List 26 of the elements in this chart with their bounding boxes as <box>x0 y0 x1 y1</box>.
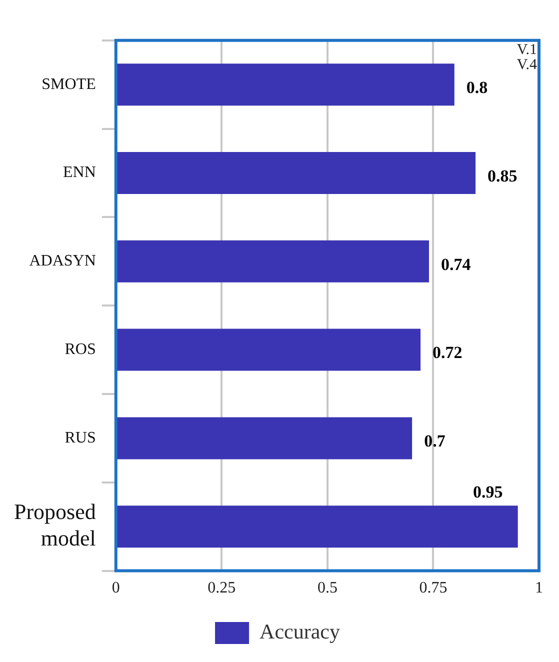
data-label: 0.8 <box>466 78 488 97</box>
x-tick-label: 0 <box>112 580 120 597</box>
y-tick-label: ADASYN <box>29 252 96 270</box>
bar <box>116 417 412 460</box>
bar <box>116 64 454 106</box>
annotation: V.1 <box>516 42 537 58</box>
x-tick-label: 0.5 <box>317 580 338 597</box>
data-label: 0.74 <box>440 254 472 274</box>
data-label: 0.95 <box>472 482 503 502</box>
x-tick-label: 0.75 <box>419 580 448 597</box>
data-label: 0.7 <box>424 432 446 451</box>
y-tick-label: Proposed model <box>14 499 96 551</box>
y-tick-label: ROS <box>64 341 96 358</box>
y-tick-label: SMOTE <box>42 76 96 93</box>
x-tick-label: 1 <box>535 580 543 597</box>
data-label: 0.85 <box>488 166 518 186</box>
legend-label: Accuracy <box>260 620 340 644</box>
data-label: 0.72 <box>432 343 462 362</box>
bar <box>116 506 518 548</box>
annotation: V.4 <box>516 56 538 73</box>
bar <box>116 328 421 371</box>
y-tick-label: ENN <box>62 164 96 182</box>
y-tick-label: RUS <box>64 429 96 446</box>
x-tick-label: 0.25 <box>208 580 236 597</box>
bar <box>116 240 429 282</box>
bar <box>116 152 476 194</box>
